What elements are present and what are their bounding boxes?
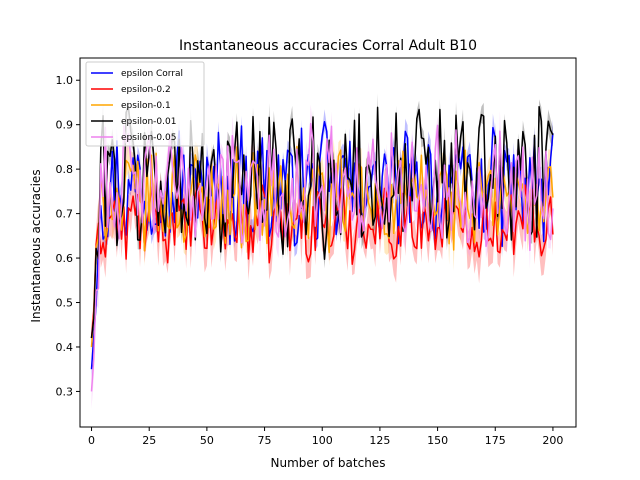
y-tick-label: 0.7 <box>56 208 74 221</box>
series-lines <box>90 105 554 392</box>
x-tick-label: 50 <box>200 434 214 447</box>
y-tick-label: 0.9 <box>56 119 74 132</box>
y-tick-label: 0.4 <box>56 341 74 354</box>
axes <box>79 57 577 428</box>
y-tick-label: 0.8 <box>56 163 74 176</box>
x-tick-label: 75 <box>258 434 272 447</box>
legend-label: epsilon-0.1 <box>121 101 171 111</box>
x-tick-label: 175 <box>485 434 506 447</box>
x-axis-label: Number of batches <box>271 456 386 470</box>
legend: epsilon Corral epsilon-0.2 epsilon-0.1 epsi… <box>85 61 205 147</box>
legend-label: epsilon-0.2 <box>121 85 171 95</box>
y-axis-label: Instantaneous accuracies <box>29 169 43 322</box>
x-ticks: 0 25 50 75 100 125 150 175 200 <box>88 427 563 447</box>
x-tick-label: 125 <box>369 434 390 447</box>
y-ticks: 0.3 0.4 0.5 0.6 0.7 0.8 0.9 1.0 <box>56 74 80 398</box>
x-tick-label: 200 <box>542 434 563 447</box>
y-tick-label: 0.3 <box>56 385 74 398</box>
y-tick-label: 0.5 <box>56 297 74 310</box>
y-tick-label: 0.6 <box>56 252 74 265</box>
x-tick-label: 150 <box>427 434 448 447</box>
chart-title: Instantaneous accuracies Corral Adult B1… <box>179 38 477 54</box>
legend-label: epsilon Corral <box>121 69 183 79</box>
series-line-5 <box>90 122 554 392</box>
x-tick-label: 100 <box>312 434 333 447</box>
legend-label: epsilon-0.05 <box>121 133 176 143</box>
axes-frame <box>79 57 577 428</box>
legend-label: epsilon-0.01 <box>121 117 176 127</box>
y-tick-label: 1.0 <box>56 74 74 87</box>
series-line-4 <box>90 105 554 339</box>
legend-box <box>85 61 205 147</box>
x-tick-label: 0 <box>88 434 95 447</box>
x-tick-label: 25 <box>142 434 156 447</box>
